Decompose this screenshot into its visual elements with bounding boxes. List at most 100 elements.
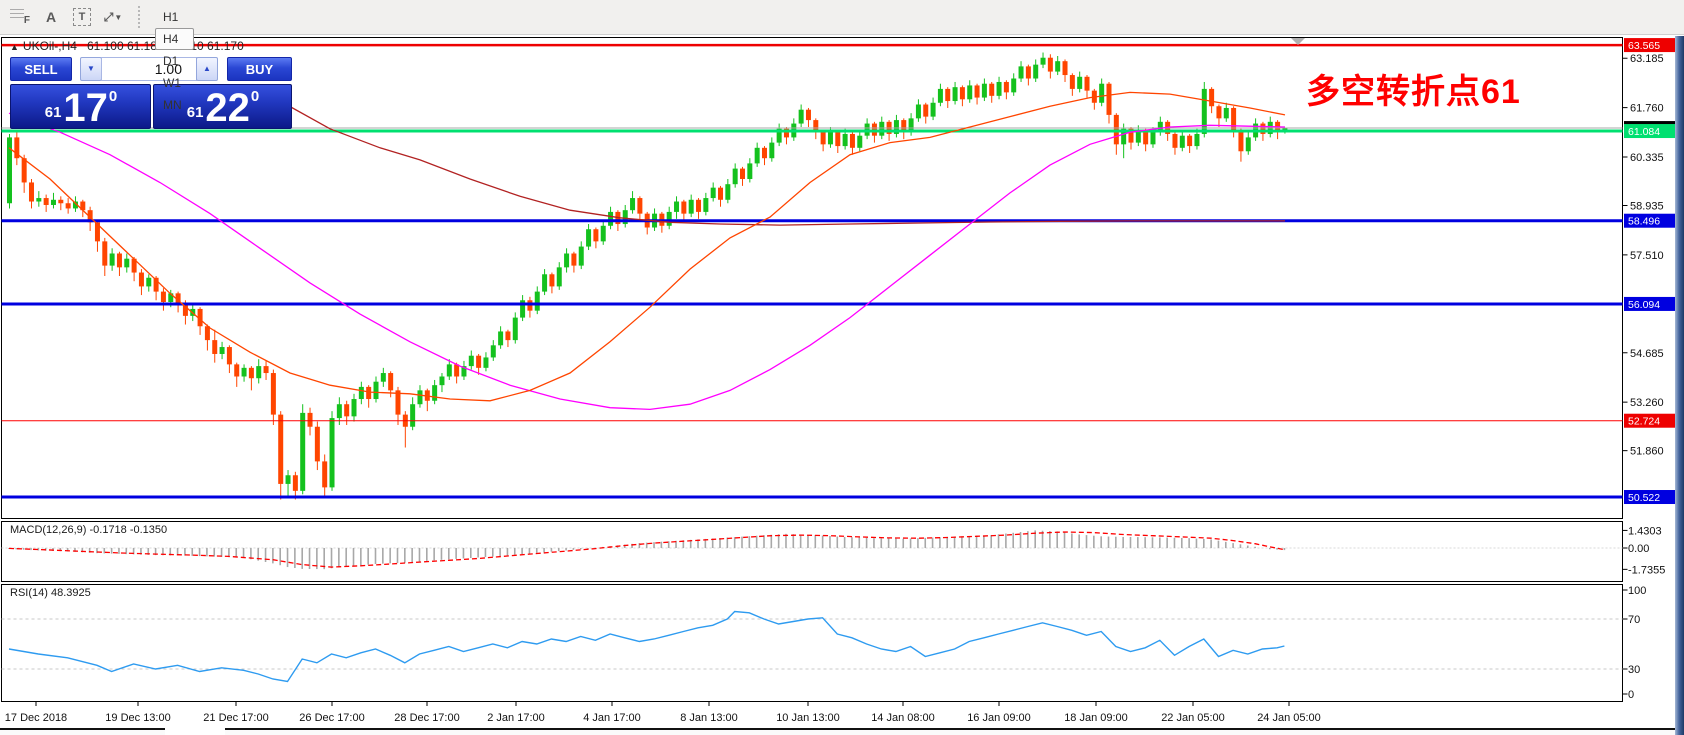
candle-body [718,187,724,200]
time-label: 16 Jan 09:00 [967,712,1031,724]
candle-body [630,198,636,211]
tf-button-H1[interactable]: H1 [163,10,179,24]
text-box-icon[interactable]: T [70,5,94,29]
indicators-list-icon[interactable]: F [8,5,32,29]
candle-body [212,340,218,354]
macd-scale-label: 1.4303 [1628,525,1662,537]
buy-button[interactable]: BUY [227,57,292,81]
bottom-panel-edge-right [225,728,1684,735]
candle-body [204,326,210,341]
candle-body [146,277,152,287]
candle-body [14,137,20,159]
macd-signal-line [8,531,1285,568]
macd-scale-label: 0.00 [1628,543,1649,555]
candle-body [827,132,833,145]
candle-body [1201,88,1207,134]
tf-button-M30[interactable]: M30 [155,0,194,6]
volume-input[interactable]: 1.00 [101,57,197,81]
candle-body [564,253,570,268]
candle-body [454,364,460,377]
candle-body [783,128,789,138]
candle-body [1187,135,1193,147]
price-badge-label: 50.522 [1628,492,1660,504]
candle-body [58,199,64,204]
candle-body [761,147,767,159]
candle-body [160,291,166,303]
time-label: 19 Dec 13:00 [105,712,170,724]
chart-shift-marker[interactable] [1291,38,1305,45]
bottom-panel-edge-left [0,728,165,735]
candle-body [380,373,386,382]
buy-price-button[interactable]: 61 22 0 [153,84,292,129]
candle-body [168,293,174,303]
candle-body [666,211,672,226]
candle-body [1245,137,1251,152]
candle-body [1260,123,1266,134]
time-label: 17 Dec 2018 [5,712,67,724]
price-badge [1624,38,1681,53]
candle-body [43,198,49,205]
candle-body [586,229,592,247]
candle-body [776,128,782,143]
rsi-indicator: 100 70 30 0 [1,585,1646,701]
candle-body [740,168,745,179]
candle-body [234,364,240,377]
time-label: 22 Jan 05:00 [1161,712,1225,724]
tf-button-D1[interactable]: D1 [163,54,179,68]
candle-body [1011,78,1017,93]
tf-button-MN[interactable]: MN [163,98,182,112]
candle-body [959,87,965,100]
candle-body [1150,132,1156,145]
candle-body [432,385,438,401]
macd-values: -0.1718 -0.1350 [89,524,168,536]
candle-body [197,308,203,327]
sell-button[interactable]: SELL [10,57,72,81]
timeframe-bar: M1M5M15M30H1H4D1W1MN [153,0,196,116]
candle-body [446,364,452,377]
candle-body [915,104,921,119]
candle-body [439,376,445,386]
buy-price-fraction: 0 [250,88,260,105]
time-label: 14 Jan 08:00 [871,712,935,724]
rsi-scale-label: 0 [1628,689,1634,701]
sell-price-button[interactable]: 61 17 0 [10,84,151,129]
collapse-panel-icon[interactable]: ▲ [10,42,19,52]
text-label-icon[interactable]: A [45,9,57,25]
volume-decrease-button[interactable]: ▼ [80,57,102,81]
time-label: 26 Dec 17:00 [299,712,364,724]
tf-button-H4[interactable]: H4 [155,28,195,50]
candle-body [153,277,159,292]
candle-body [138,272,144,287]
price-tick-label: 61.760 [1630,103,1664,115]
volume-increase-button[interactable]: ▲ [196,57,218,81]
toolbar-grip[interactable] [138,6,143,28]
arrow-objects-icon[interactable]: ⤢ ▼ [103,9,123,24]
tf-button-W1[interactable]: W1 [163,76,181,90]
candle-body [996,81,1002,96]
time-label: 21 Dec 17:00 [203,712,268,724]
candle-body [417,390,423,405]
time-label: 2 Jan 17:00 [487,712,545,724]
candle-body [1179,135,1185,148]
candle-body [542,274,548,292]
price-tick-label: 63.185 [1630,53,1664,65]
price-scale[interactable]: 63.185 61.760 60.335 58.935 57.510 54.685 53.2… [1622,38,1682,505]
time-axis[interactable]: 17 Dec 2018 19 Dec 13:00 21 Dec 17:00 26 De… [5,702,1321,724]
time-label: 10 Jan 13:00 [776,712,840,724]
price-badge-label: 63.565 [1628,40,1660,52]
time-label: 4 Jan 17:00 [583,712,641,724]
candle-body [754,147,760,164]
candle-body [989,83,995,96]
candle-body [248,367,254,379]
candle-body [608,211,614,226]
candle-body [674,201,680,212]
macd-scale-label: -1.7355 [1628,564,1665,576]
candle-body [930,102,936,117]
price-tick-label: 57.510 [1630,250,1664,262]
indicators-letter: F [23,15,30,26]
rsi-value: 48.3925 [50,587,91,599]
candle-body [578,246,584,266]
price-tick-label: 53.260 [1630,397,1664,409]
